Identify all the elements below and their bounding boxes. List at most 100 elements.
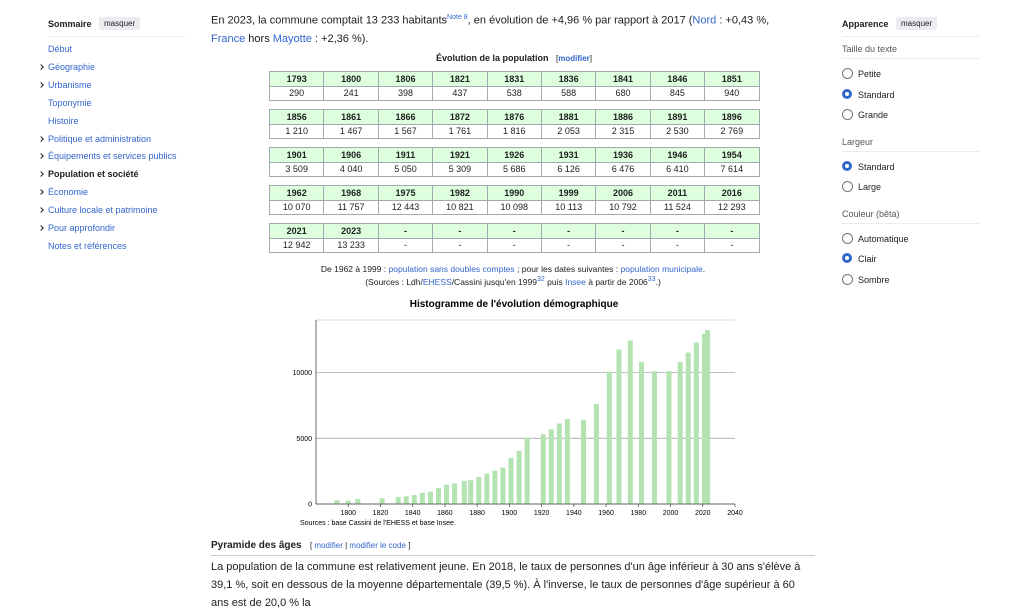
note-ref[interactable]: 33 <box>647 276 656 283</box>
y-tick-label: 0 <box>308 502 312 509</box>
toc-item[interactable]: Début <box>48 44 73 54</box>
x-tick-label: 1840 <box>405 510 421 517</box>
radio[interactable] <box>842 88 852 99</box>
radio-option[interactable]: Clair <box>842 253 877 264</box>
separator: | <box>345 541 348 550</box>
toc-item[interactable]: Géographie <box>38 62 95 72</box>
bar <box>616 349 622 504</box>
bar <box>524 437 530 504</box>
toc-item[interactable]: Urbanisme <box>38 80 92 90</box>
year-cell: 1926 <box>486 147 542 163</box>
radio-option[interactable]: Grande <box>842 109 888 120</box>
radio[interactable] <box>842 253 852 263</box>
link[interactable]: Mayotte <box>272 32 312 45</box>
radio-option[interactable]: Standard <box>842 160 895 172</box>
radio-option[interactable]: Automatique <box>842 232 909 244</box>
text: , en évolution de +4,96 % par rapport à … <box>467 14 693 27</box>
link[interactable]: population sans doubles comptes <box>388 264 515 274</box>
radio-option[interactable]: Petite <box>842 68 881 79</box>
year-cell: - <box>704 223 760 239</box>
population-cell: 3 509 <box>268 161 325 177</box>
bar <box>444 484 450 504</box>
toc-title: Sommaire <box>48 19 92 29</box>
table-row: 1901 1906 1911 1921 1926 1931 1936 1946 1954 <box>268 147 760 163</box>
note-ref[interactable]: 32 <box>536 276 545 283</box>
bar <box>666 371 672 504</box>
edit: [ modifier | modifier le code ] <box>310 541 410 550</box>
toc-item[interactable]: Toponymie <box>48 97 92 108</box>
bar <box>548 429 554 504</box>
year-cell: 1962 <box>268 185 325 201</box>
bar <box>685 352 691 504</box>
year-cell: 2006 <box>595 185 651 201</box>
year-cell: 1936 <box>595 147 651 163</box>
radio-option[interactable]: Sombre <box>842 273 890 285</box>
text: (Sources : Ldh/ <box>365 276 423 287</box>
year-cell: 2021 <box>268 223 325 239</box>
toc-item[interactable]: Économie <box>38 187 88 197</box>
bar <box>484 473 490 504</box>
x-tick-label: 2020 <box>695 510 711 517</box>
text: puis <box>544 276 566 287</box>
radio[interactable] <box>842 109 853 120</box>
table-caption: Évolution de la population [modifier] <box>269 53 759 63</box>
paragraph: La population de la commune est relative… <box>211 561 801 609</box>
population-cell: 5 050 <box>377 161 434 177</box>
radio-option[interactable]: Large <box>842 181 881 192</box>
bar <box>403 496 409 504</box>
toc-item[interactable]: Population et société <box>38 169 139 179</box>
table-title: Évolution de la population <box>435 53 549 63</box>
year-cell: 1982 <box>432 185 488 201</box>
appearance-toggle[interactable]: masquer <box>896 17 938 30</box>
bar <box>705 330 711 504</box>
radio[interactable] <box>842 160 852 171</box>
population-cell: 1 467 <box>323 123 379 139</box>
radio[interactable] <box>842 232 853 244</box>
bar <box>355 498 361 504</box>
edit-link[interactable]: modifier <box>314 541 343 550</box>
bracket: [ <box>309 541 313 550</box>
separator <box>211 555 815 556</box>
year-cell: 1921 <box>432 147 488 163</box>
toc-toggle[interactable]: masquer <box>99 17 141 30</box>
table-sources: (Sources : Ldh/EHESS/Cassini jusqu'en 19… <box>211 276 815 287</box>
bar <box>419 492 425 504</box>
year-cell: 1931 <box>540 147 597 163</box>
toc-item[interactable]: Notes et références <box>48 240 127 251</box>
table-row: 10 070 11 757 12 443 10 821 10 098 10 113 10 7… <box>268 199 760 215</box>
toc-item[interactable]: Politique et administration <box>38 134 151 144</box>
table-note: De 1962 à 1999 : population sans doubles… <box>211 264 815 274</box>
radio-option[interactable]: Standard <box>842 88 895 100</box>
year-cell: 2011 <box>649 185 706 201</box>
link[interactable]: EHESS <box>422 276 452 287</box>
radio[interactable] <box>842 273 853 285</box>
x-tick-label: 1880 <box>469 510 485 517</box>
link[interactable]: Insee <box>565 276 586 287</box>
radio[interactable] <box>842 68 853 79</box>
population-cell: - <box>377 237 434 253</box>
group-label: Taille du texte <box>842 44 898 54</box>
link[interactable]: Nord <box>692 14 717 27</box>
bar <box>677 362 683 504</box>
edit-link[interactable]: modifier <box>558 54 590 63</box>
link[interactable]: population municipale <box>620 264 703 274</box>
year-cell: 1881 <box>540 109 597 125</box>
radio[interactable] <box>842 181 853 192</box>
link[interactable]: France <box>211 32 246 45</box>
note-ref[interactable]: Note 8 <box>447 14 468 21</box>
toc-item[interactable]: Culture locale et patrimoine <box>38 205 158 215</box>
year-cell: 1946 <box>649 147 706 163</box>
section-title: Pyramide des âges <box>211 540 302 551</box>
toc-item[interactable]: Histoire <box>48 115 79 126</box>
separator <box>842 58 980 59</box>
bar <box>345 500 351 504</box>
population-cell: 1 816 <box>486 123 542 139</box>
population-cell: 12 942 <box>268 237 325 253</box>
toc-item[interactable]: Pour approfondir <box>38 223 115 233</box>
edit-link[interactable]: modifier le code <box>349 541 406 550</box>
text: ; pour les dates suivantes : <box>514 264 621 274</box>
toc-item[interactable]: Équipements et services publics <box>38 151 177 161</box>
year-cell: 1836 <box>540 71 597 87</box>
separator <box>842 36 980 37</box>
table-block: 1962 1968 1975 1982 1990 1999 2006 2011 2016 10 0… <box>268 185 760 215</box>
